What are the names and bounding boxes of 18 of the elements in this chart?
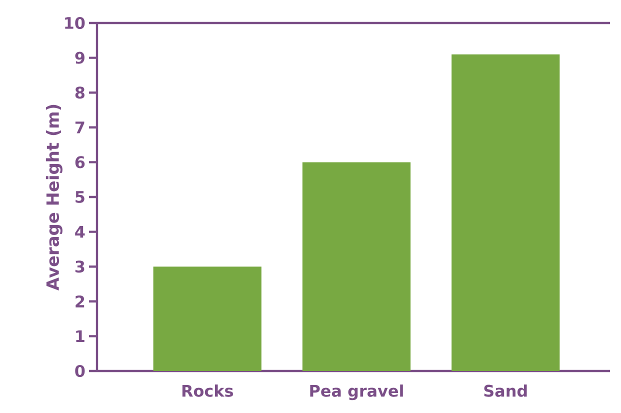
y-tick-label: 6	[75, 156, 85, 168]
y-tick-label: 1	[76, 330, 84, 342]
y-tick-label: 9	[75, 52, 84, 64]
y-tick-label: 8	[75, 86, 84, 99]
bar	[302, 162, 411, 371]
x-tick-label: Rocks	[182, 384, 233, 397]
y-tick-label: 0	[75, 364, 85, 378]
x-tick-label: Pea gravel	[310, 384, 403, 400]
y-tick-label: 7	[75, 122, 84, 134]
bar	[452, 54, 560, 371]
y-tick-label: 2	[76, 295, 84, 308]
y-axis-title: Average Height (m)	[46, 104, 62, 290]
y-tick-label: 10	[65, 16, 85, 30]
bar	[153, 266, 262, 371]
y-tick-label: 4	[75, 226, 85, 238]
x-tick-label: Sand	[484, 384, 527, 397]
y-tick-label: 5	[76, 191, 84, 203]
y-tick-label: 3	[75, 260, 84, 273]
